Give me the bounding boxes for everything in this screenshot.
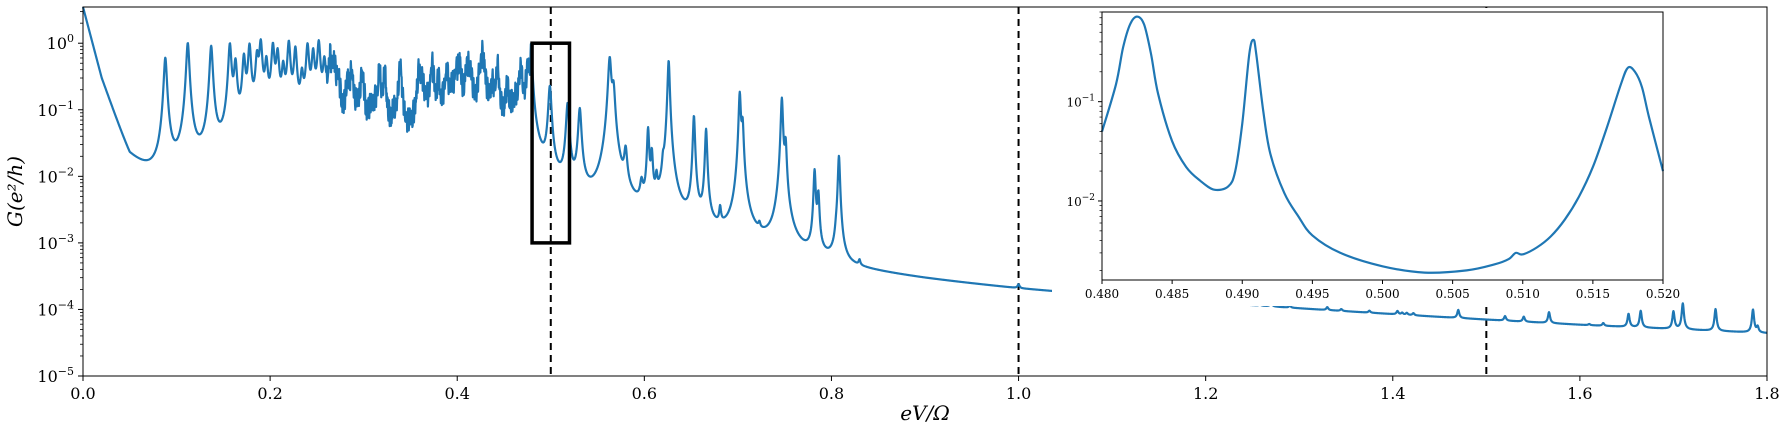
main-x-axis: 0.0 0.2 0.4 0.6 0.8 1.0 1.2 1.4 1.6 1.8: [70, 376, 1780, 403]
y-tick-label: 10−4: [37, 298, 74, 319]
inset-x-tick-label: 0.505: [1435, 287, 1469, 301]
y-tick-label: 10−1: [37, 99, 74, 120]
inset-x-tick-label: 0.510: [1506, 287, 1540, 301]
y-axis-label: G(e²/h): [3, 156, 27, 227]
x-tick-label: 0.6: [632, 384, 657, 403]
conductance-line: [81, 6, 1768, 334]
inset-x-tick-label: 0.485: [1155, 287, 1189, 301]
y-tick-label: 10−5: [37, 365, 74, 386]
y-tick-label: 10−2: [37, 165, 74, 186]
inset-x-tick-label: 0.500: [1365, 287, 1399, 301]
x-tick-label: 1.4: [1380, 384, 1405, 403]
x-tick-label: 0.8: [819, 384, 844, 403]
x-tick-label: 0.2: [257, 384, 282, 403]
inset-x-tick-label: 0.490: [1225, 287, 1259, 301]
x-tick-label: 1.8: [1754, 384, 1779, 403]
main-axes-frame: [82, 6, 1768, 377]
inset-x-tick-label: 0.515: [1576, 287, 1610, 301]
inset-background: [1052, 8, 1673, 306]
zoom-highlight-box: [530, 41, 572, 245]
main-y-axis: 10−5 10−4 10−3 10−2 10−1 100: [37, 11, 83, 386]
x-tick-label: 1.0: [1006, 384, 1031, 403]
main-plot: 0.0 0.2 0.4 0.6 0.8 1.0 1.2 1.4 1.6 1.8 10−510−41…: [3, 6, 1780, 425]
x-tick-label: 1.2: [1193, 384, 1218, 403]
inset-plot: 0.480 0.485 0.490 0.495 0.500 0.505 0.510 0.515…: [1052, 8, 1680, 306]
x-tick-label: 0.4: [444, 384, 469, 403]
x-tick-label: 0.0: [70, 384, 95, 403]
x-axis-label: eV/Ω: [900, 401, 950, 425]
inset-x-tick-label: 0.520: [1646, 287, 1680, 301]
x-tick-label: 1.6: [1567, 384, 1592, 403]
y-tick-label: 10−3: [37, 232, 74, 253]
inset-x-axis: 0.480 0.485 0.490 0.495 0.500 0.505 0.510 0.515…: [1085, 280, 1680, 301]
inset-x-tick-label: 0.480: [1085, 287, 1119, 301]
y-tick-label: 100: [47, 32, 74, 53]
inset-x-tick-label: 0.495: [1295, 287, 1329, 301]
inset-conductance-line: [1100, 15, 1665, 274]
